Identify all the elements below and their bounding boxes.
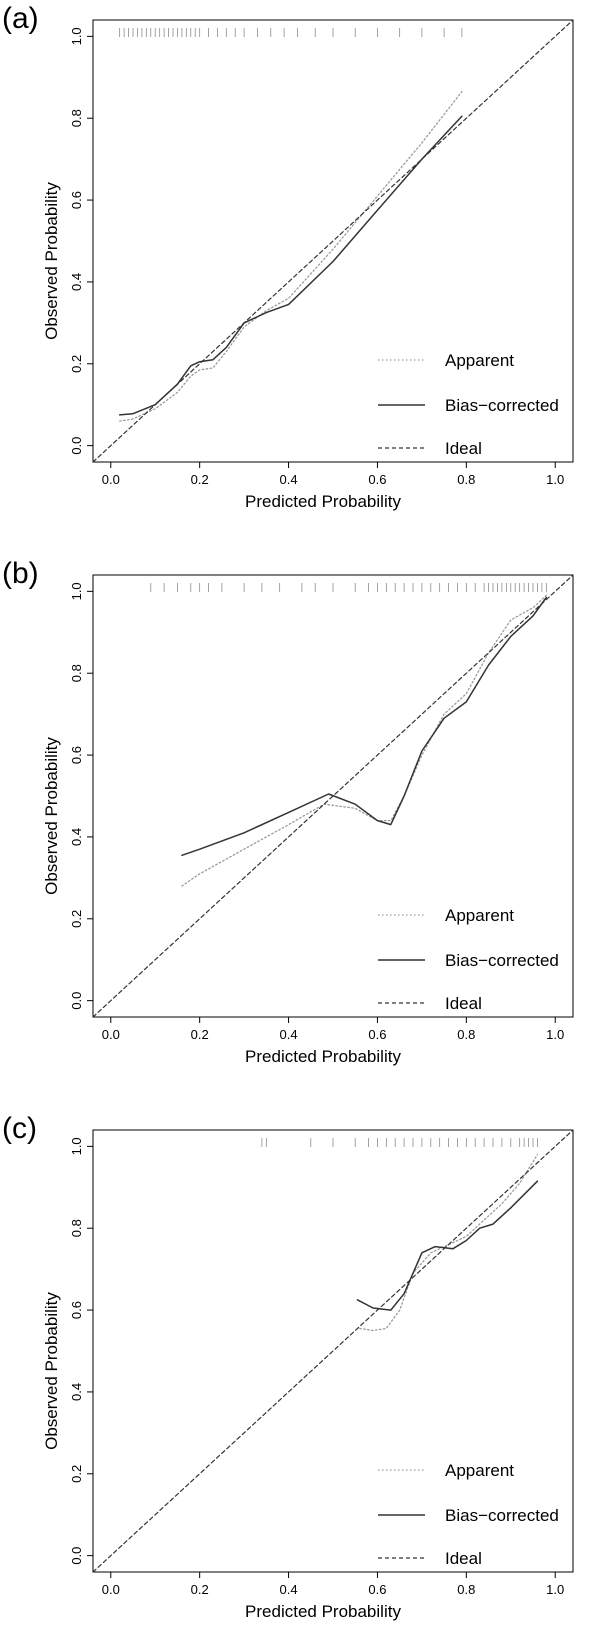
chart-a-legend-label: Apparent bbox=[445, 351, 514, 370]
chart-a-y-axis-title: Observed Probability bbox=[42, 182, 61, 340]
chart-b-x-tick-label: 0.4 bbox=[280, 1027, 298, 1042]
chart-c-x-tick-label: 1.0 bbox=[546, 1582, 564, 1597]
chart-b-x-tick-label: 0.8 bbox=[457, 1027, 475, 1042]
chart-a-plot-frame bbox=[92, 19, 574, 463]
chart-a-legend-label: Bias−corrected bbox=[445, 396, 559, 415]
chart-b-y-tick-label: 1.0 bbox=[69, 582, 84, 600]
calibration-chart-c: (c) 0.0 0.2 0.4 0.6 0.8 1.0 0.0 0.2 0.4 0.6 0.8 1.0 P… bbox=[2, 1112, 574, 1621]
calibration-panel-a: (a) 0.0 0.2 0.4 0.6 0.8 1.0 0.0 0.2 0.4 0.6 0.8 1.0 P… bbox=[0, 0, 602, 540]
chart-a-legend-label: Ideal bbox=[445, 439, 482, 458]
calibration-chart-a: (a) 0.0 0.2 0.4 0.6 0.8 1.0 0.0 0.2 0.4 0.6 0.8 1.0 P… bbox=[2, 2, 574, 511]
chart-c-x-tick-label: 0.2 bbox=[191, 1582, 209, 1597]
chart-c-legend-label: Ideal bbox=[445, 1549, 482, 1568]
chart-c-y-tick-label: 0.8 bbox=[69, 1219, 84, 1237]
chart-a-x-tick-label: 0.2 bbox=[191, 472, 209, 487]
chart-a-panel-label: (a) bbox=[2, 2, 39, 35]
chart-a-y-tick-label: 0.8 bbox=[69, 109, 84, 127]
chart-c-legend-label: Apparent bbox=[445, 1461, 514, 1480]
chart-b-series-dotted-line bbox=[181, 594, 547, 887]
chart-b-y-tick-label: 0.0 bbox=[69, 992, 84, 1010]
chart-b-x-tick-label: 0.6 bbox=[368, 1027, 386, 1042]
chart-c-legend: Apparent Bias−corrected Ideal bbox=[378, 1461, 559, 1568]
chart-c-x-axis-title: Predicted Probability bbox=[245, 1602, 401, 1621]
chart-c-y-tick-label: 0.6 bbox=[69, 1301, 84, 1319]
chart-b-y-tick-label: 0.8 bbox=[69, 664, 84, 682]
calibration-panel-b: (b) 0.0 0.2 0.4 0.6 0.8 1.0 0.0 0.2 0.4 0.6 0.8 1.0 P… bbox=[0, 555, 602, 1095]
chart-a-rug bbox=[119, 28, 463, 37]
chart-c-x-tick-label: 0.4 bbox=[280, 1582, 298, 1597]
chart-b-rug bbox=[150, 583, 547, 592]
chart-b-x-axis-title: Predicted Probability bbox=[245, 1047, 401, 1066]
chart-b-legend-label: Ideal bbox=[445, 994, 482, 1013]
chart-a-series-solid-line bbox=[118, 115, 463, 416]
chart-c-y-tick-label: 0.4 bbox=[69, 1383, 84, 1401]
chart-c-x-tick-label: 0.0 bbox=[102, 1582, 120, 1597]
calibration-chart-b: (b) 0.0 0.2 0.4 0.6 0.8 1.0 0.0 0.2 0.4 0.6 0.8 1.0 P… bbox=[2, 557, 574, 1066]
chart-c-rug bbox=[261, 1138, 538, 1147]
chart-b-series-solid-line bbox=[181, 596, 548, 857]
chart-c-y-tick-label: 0.0 bbox=[69, 1547, 84, 1565]
chart-a-x-tick-label: 1.0 bbox=[546, 472, 564, 487]
chart-c-x-tick-label: 0.8 bbox=[457, 1582, 475, 1597]
chart-a-x-tick-label: 0.8 bbox=[457, 472, 475, 487]
chart-b-legend: Apparent Bias−corrected Ideal bbox=[378, 906, 559, 1013]
chart-b-y-tick-label: 0.6 bbox=[69, 746, 84, 764]
chart-a-series-dotted-line bbox=[119, 90, 463, 422]
chart-b-legend-label: Bias−corrected bbox=[445, 951, 559, 970]
chart-a-x-tick-label: 0.0 bbox=[102, 472, 120, 487]
chart-b-panel-label: (b) bbox=[2, 557, 39, 590]
chart-b-series-dashed-line bbox=[93, 575, 573, 1017]
chart-b-plot-frame bbox=[92, 574, 574, 1018]
chart-c-panel-label: (c) bbox=[2, 1112, 37, 1145]
chart-a-legend: Apparent Bias−corrected Ideal bbox=[378, 351, 559, 458]
chart-c-y-axis-title: Observed Probability bbox=[42, 1292, 61, 1450]
chart-b-x-tick-label: 1.0 bbox=[546, 1027, 564, 1042]
chart-b-legend-label: Apparent bbox=[445, 906, 514, 925]
chart-a-y-tick-label: 0.6 bbox=[69, 191, 84, 209]
chart-c-legend-label: Bias−corrected bbox=[445, 1506, 559, 1525]
chart-c-series-dashed-line bbox=[93, 1130, 573, 1572]
chart-b-x-tick-label: 0.2 bbox=[191, 1027, 209, 1042]
chart-a-series-dashed-line bbox=[93, 20, 573, 462]
chart-b-y-axis-title: Observed Probability bbox=[42, 737, 61, 895]
chart-c-x-tick-label: 0.6 bbox=[368, 1582, 386, 1597]
chart-a-x-axis-title: Predicted Probability bbox=[245, 492, 401, 511]
chart-a-y-tick-label: 0.2 bbox=[69, 355, 84, 373]
chart-a-x-tick-label: 0.6 bbox=[368, 472, 386, 487]
chart-c-y-tick-label: 1.0 bbox=[69, 1137, 84, 1155]
chart-c-y-tick-label: 0.2 bbox=[69, 1465, 84, 1483]
chart-c-series-dotted-line bbox=[359, 1153, 539, 1332]
chart-c-plot-frame bbox=[92, 1129, 574, 1573]
chart-c-series-solid-line bbox=[356, 1180, 539, 1311]
chart-b-x-tick-label: 0.0 bbox=[102, 1027, 120, 1042]
chart-a-y-tick-label: 0.0 bbox=[69, 437, 84, 455]
chart-a-y-tick-label: 1.0 bbox=[69, 27, 84, 45]
chart-a-x-tick-label: 0.4 bbox=[280, 472, 298, 487]
chart-a-y-tick-label: 0.4 bbox=[69, 273, 84, 291]
calibration-panel-c: (c) 0.0 0.2 0.4 0.6 0.8 1.0 0.0 0.2 0.4 0.6 0.8 1.0 P… bbox=[0, 1110, 602, 1650]
chart-b-y-tick-label: 0.2 bbox=[69, 910, 84, 928]
chart-b-y-tick-label: 0.4 bbox=[69, 828, 84, 846]
